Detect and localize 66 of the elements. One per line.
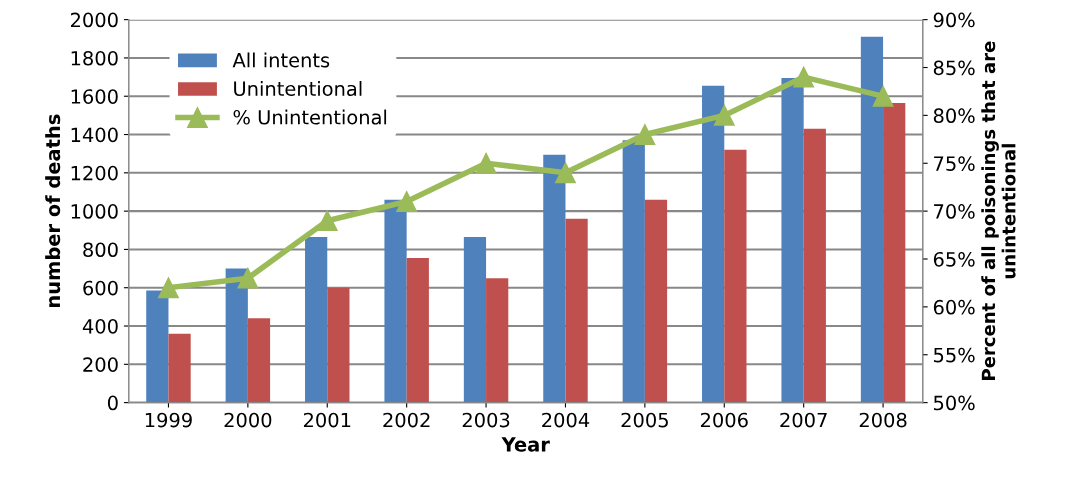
point — [555, 162, 576, 184]
y2-tick-label: 75% — [934, 156, 975, 171]
x-tick-label: 2007 — [780, 412, 827, 428]
x-tick-label: 2006 — [700, 412, 748, 428]
point — [475, 152, 497, 174]
legend-label: % Unintentional — [233, 109, 387, 125]
bar — [543, 154, 566, 403]
x-tick-label: 2004 — [542, 412, 590, 428]
x-tick-label: 1999 — [145, 412, 192, 428]
bar — [702, 85, 725, 403]
bar — [565, 218, 588, 403]
bar — [622, 140, 645, 403]
x-tick-label: 2000 — [224, 412, 272, 428]
point — [634, 124, 656, 145]
y-tick-label: 1800 — [71, 50, 118, 66]
bar — [860, 36, 884, 403]
x-tick-label: 2001 — [303, 412, 351, 428]
bar — [644, 199, 668, 403]
legend-label: Unintentional — [234, 81, 362, 97]
y-tick-label: 200 — [83, 357, 118, 372]
y2-tick-label: 85% — [933, 60, 975, 76]
point — [237, 267, 259, 289]
y2-tick-label: 70% — [934, 204, 975, 219]
bar — [247, 318, 271, 403]
bar — [384, 199, 407, 403]
x-axis-title: Year — [501, 437, 550, 452]
y2-tick-label: 90% — [933, 12, 975, 28]
bar — [406, 258, 429, 403]
point — [396, 191, 418, 212]
point — [158, 277, 179, 299]
point — [793, 66, 815, 88]
y2-tick-label: 65% — [933, 251, 975, 267]
bar — [225, 268, 248, 403]
y-axis-title: number of deaths — [45, 114, 61, 307]
y2-tick-label: 60% — [933, 299, 975, 315]
bar — [168, 333, 191, 403]
bar — [327, 287, 350, 403]
x-tick-label: 2003 — [462, 412, 510, 428]
point — [872, 85, 894, 107]
bar — [305, 236, 328, 403]
bar — [781, 78, 804, 403]
y2-tick-label: 80% — [933, 108, 975, 124]
y2-axis-title: Percent of all poisonings that are unintentional — [981, 41, 1016, 380]
x-tick-label: 2005 — [621, 412, 668, 428]
y-tick-label: 1000 — [71, 204, 118, 219]
bar — [146, 290, 169, 403]
x-tick-label: 2002 — [383, 412, 430, 428]
y2-tick-label: 50% — [934, 395, 975, 411]
y-tick-label: 2000 — [70, 12, 118, 28]
point — [713, 104, 735, 126]
bar — [883, 102, 906, 403]
y2-tick-label: 55% — [934, 347, 975, 363]
y-tick-label: 600 — [83, 280, 118, 296]
bar — [463, 236, 487, 403]
y-tick-label: 1200 — [71, 165, 118, 181]
bar — [486, 278, 509, 403]
y-tick-label: 1600 — [71, 89, 118, 104]
y-tick-label: 800 — [83, 242, 118, 258]
legend-label: All intents — [232, 52, 330, 68]
y-tick-label: 0 — [107, 395, 118, 411]
bar — [803, 128, 826, 403]
y-tick-label: 400 — [82, 318, 118, 334]
y-tick-label: 1400 — [71, 127, 118, 143]
bar — [724, 149, 747, 403]
point — [316, 210, 338, 232]
x-tick-label: 2008 — [859, 412, 907, 428]
